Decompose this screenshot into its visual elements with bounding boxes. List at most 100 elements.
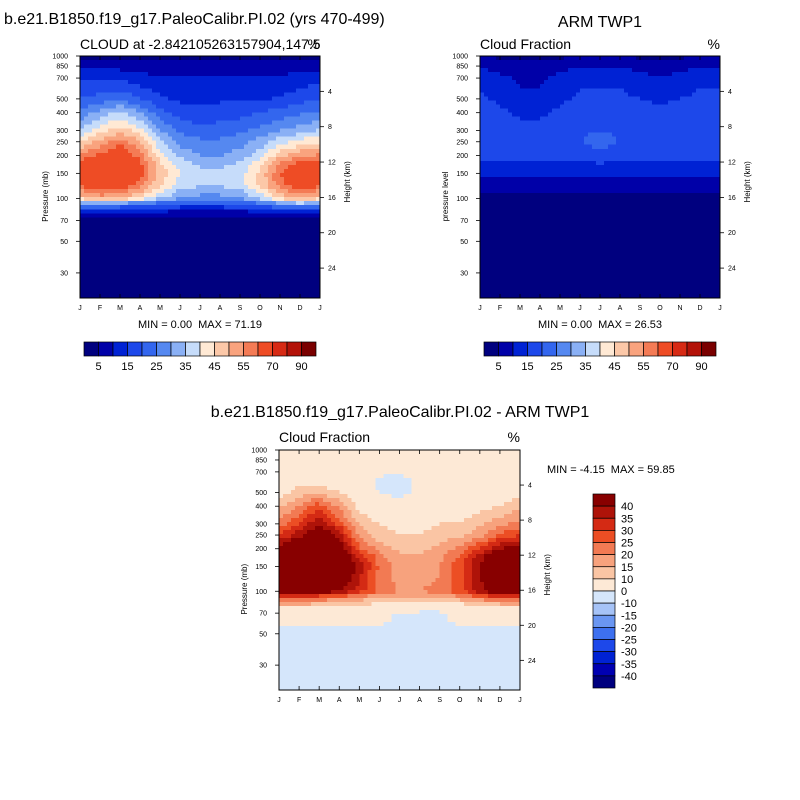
model-contour-cell <box>228 136 233 142</box>
model-contour-cell <box>272 100 277 105</box>
model-contour-cell <box>128 185 133 190</box>
model-contour-cell <box>284 168 289 174</box>
model-contour-cell <box>192 72 197 77</box>
model-contour-cell <box>288 181 293 186</box>
obs-contour-cell <box>500 84 505 89</box>
model-contour-cell <box>292 281 297 287</box>
model-contour-cell <box>316 273 321 279</box>
obs-contour-cell <box>680 88 685 93</box>
obs-contour-cell <box>540 92 545 97</box>
model-contour-cell <box>128 265 133 271</box>
model-contour-cell <box>264 289 269 295</box>
obs-contour-cell <box>612 96 617 101</box>
model-contour-cell <box>188 64 193 69</box>
model-contour-cell <box>316 177 321 182</box>
model-contour-cell <box>140 213 145 218</box>
model-contour-cell <box>140 72 145 77</box>
model-contour-cell <box>144 148 149 154</box>
model-contour-cell <box>80 233 85 238</box>
model-contour-cell <box>284 209 289 214</box>
obs-contour-cell <box>564 100 569 105</box>
obs-contour-cell <box>544 88 549 93</box>
model-contour-cell <box>288 116 293 121</box>
model-contour-cell <box>296 68 301 73</box>
model-contour-cell <box>100 233 105 238</box>
model-contour-cell <box>268 293 273 299</box>
model-contour-cell <box>264 181 269 186</box>
model-contour-cell <box>292 96 297 101</box>
model-contour-cell <box>296 213 301 218</box>
model-contour-cell <box>268 124 273 129</box>
model-contour-cell <box>256 273 261 279</box>
obs-contour-cell <box>608 108 613 113</box>
model-contour-cell <box>280 285 285 291</box>
model-contour-cell <box>248 96 253 101</box>
model-contour-cell <box>216 64 221 69</box>
model-contour-cell <box>252 128 257 134</box>
obs-contour-cell <box>628 120 633 125</box>
obs-contour-cell <box>696 120 701 125</box>
model-contour-cell <box>92 96 97 101</box>
model-contour-cell <box>80 124 85 129</box>
model-contour-cell <box>264 168 269 174</box>
model-contour-cell <box>204 225 209 230</box>
model-contour-cell <box>152 201 157 206</box>
obs-contour-cell <box>636 128 641 134</box>
model-contour-cell <box>136 136 141 142</box>
model-contour-cell <box>132 245 137 250</box>
model-contour-cell <box>184 221 189 226</box>
obs-contour-cell <box>500 120 505 125</box>
model-contour-cell <box>160 104 165 109</box>
model-contour-cell <box>304 92 309 97</box>
model-contour-cell <box>84 213 89 218</box>
model-contour-cell <box>152 221 157 226</box>
model-contour-cell <box>88 265 93 271</box>
model-contour-cell <box>296 245 301 250</box>
model-contour-cell <box>140 273 145 279</box>
obs-contour-cell <box>480 72 485 77</box>
model-contour-cell <box>312 164 317 170</box>
model-contour-cell <box>104 245 109 250</box>
model-contour-cell <box>240 229 245 234</box>
obs-contour-cell <box>576 80 581 85</box>
model-contour-cell <box>240 249 245 255</box>
model-contour-cell <box>292 277 297 283</box>
obs-contour-cell <box>680 56 685 61</box>
model-contour-cell <box>244 140 249 146</box>
obs-contour-cell <box>684 108 689 113</box>
model-contour-cell <box>92 136 97 142</box>
model-contour-cell <box>268 144 273 150</box>
model-contour-cell <box>212 172 217 178</box>
model-contour-cell <box>272 80 277 85</box>
model-contour-cell <box>244 293 249 299</box>
obs-contour-cell <box>600 108 605 113</box>
obs-contour-cell <box>708 88 713 93</box>
model-contour-cell <box>252 80 257 85</box>
obs-contour-cell <box>484 68 489 73</box>
obs-contour-cell <box>688 132 693 138</box>
model-contour-cell <box>160 108 165 113</box>
obs-contour-cell <box>484 124 489 129</box>
model-contour-cell <box>300 201 305 206</box>
obs-contour-cell <box>556 92 561 97</box>
obs-contour-cell <box>508 124 513 129</box>
model-contour-cell <box>268 72 273 77</box>
model-contour-cell <box>88 213 93 218</box>
obs-contour-cell <box>648 116 653 121</box>
model-contour-cell <box>176 136 181 142</box>
model-contour-cell <box>156 229 161 234</box>
obs-contour-cell <box>620 132 625 138</box>
model-contour-cell <box>300 241 305 246</box>
model-contour-cell <box>120 136 125 142</box>
model-contour-cell <box>192 128 197 134</box>
obs-contour-cell <box>552 68 557 73</box>
obs-contour-cell <box>584 124 589 129</box>
model-contour-cell <box>184 120 189 125</box>
model-contour-cell <box>92 249 97 255</box>
model-contour-cell <box>308 92 313 97</box>
model-contour-cell <box>268 253 273 259</box>
model-contour-cell <box>208 289 213 295</box>
model-contour-cell <box>160 132 165 138</box>
model-contour-cell <box>280 237 285 242</box>
obs-contour-cell <box>632 136 637 142</box>
